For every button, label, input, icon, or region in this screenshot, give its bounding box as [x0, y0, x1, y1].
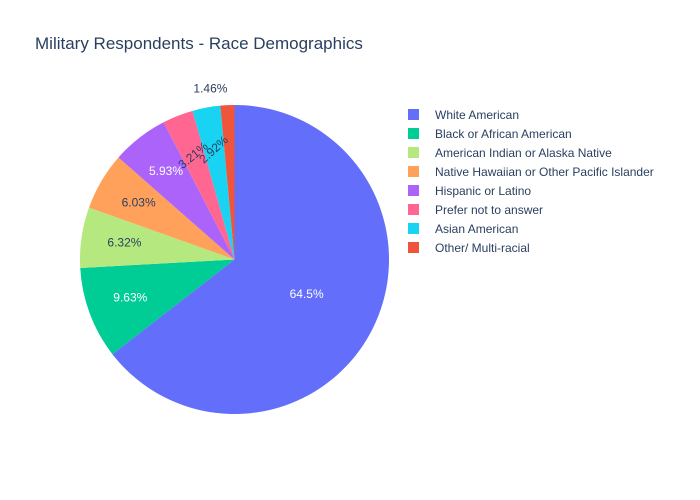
legend-item-hispanic-or-latino[interactable]: Hispanic or Latino: [404, 181, 654, 200]
legend-item-black-or-african-american[interactable]: Black or African American: [404, 124, 654, 143]
pie-value-label: 5.93%: [149, 164, 183, 178]
legend-label: White American: [435, 107, 520, 122]
pie-slice-black-or-african-american[interactable]: [80, 259, 235, 355]
pie-value-label: 9.63%: [113, 291, 147, 305]
pie-slice-hispanic-or-latino[interactable]: [118, 122, 235, 260]
pie-value-label: 6.32%: [107, 236, 141, 250]
legend-swatch: [408, 223, 419, 234]
legend-swatch: [408, 166, 419, 177]
pie-slice-native-hawaiian-or-other-pacific-islander[interactable]: [88, 157, 235, 260]
legend-swatch: [408, 147, 419, 158]
legend-label: Other/ Multi-racial: [435, 240, 530, 255]
legend-label: Prefer not to answer: [435, 202, 544, 217]
pie-slice-american-indian-or-alaska-native[interactable]: [80, 207, 235, 268]
pie-slices: [80, 105, 389, 414]
legend-swatch: [408, 128, 419, 139]
legend-label: Black or African American: [435, 126, 572, 141]
pie-value-label: 1.46%: [193, 81, 227, 95]
legend-label: Native Hawaiian or Other Pacific Islande…: [435, 164, 654, 179]
legend-item-prefer-not-to-answer[interactable]: Prefer not to answer: [404, 200, 654, 219]
legend-item-asian-american[interactable]: Asian American: [404, 219, 654, 238]
legend-item-other-multi-racial[interactable]: Other/ Multi-racial: [404, 238, 654, 257]
legend-swatch: [408, 204, 419, 215]
chart-title: Military Respondents - Race Demographics: [35, 34, 363, 53]
legend-swatch: [408, 242, 419, 253]
pie-slice-other-multi-racial[interactable]: [220, 105, 235, 260]
legend-item-white-american[interactable]: White American: [404, 105, 654, 124]
legend-swatch: [408, 109, 419, 120]
legend-item-native-hawaiian-or-other-pacific-islander[interactable]: Native Hawaiian or Other Pacific Islande…: [404, 162, 654, 181]
pie-slice-asian-american[interactable]: [192, 105, 235, 260]
legend: White American Black or African American A…: [404, 105, 654, 257]
legend-label: Hispanic or Latino: [435, 183, 532, 198]
pie-value-label: 64.5%: [290, 287, 324, 301]
pie-labels: 64.5%9.63%6.32%6.03%5.93%3.21%2.92%1.46%: [107, 81, 324, 304]
pie-slice-prefer-not-to-answer[interactable]: [163, 110, 235, 260]
legend-item-american-indian-or-alaska-native[interactable]: American Indian or Alaska Native: [404, 143, 654, 162]
legend-swatch: [408, 185, 419, 196]
legend-label: Asian American: [435, 221, 519, 236]
pie-value-label: 6.03%: [122, 195, 156, 209]
pie-slice-white-american[interactable]: [112, 105, 389, 414]
legend-label: American Indian or Alaska Native: [435, 145, 612, 160]
